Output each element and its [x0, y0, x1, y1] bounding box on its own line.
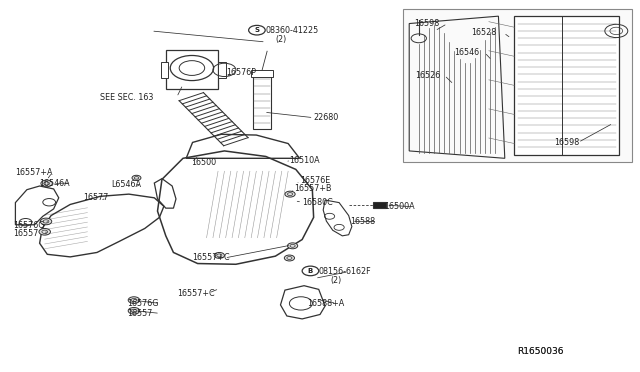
Text: 16576G: 16576G [13, 221, 44, 230]
Text: 16546A: 16546A [39, 179, 70, 187]
Text: 16598: 16598 [554, 138, 580, 147]
Text: 16576E: 16576E [300, 176, 330, 185]
Text: 08360-41225: 08360-41225 [266, 26, 319, 35]
Text: (2): (2) [331, 276, 342, 285]
Text: 16510A: 16510A [289, 155, 320, 165]
Text: 16557+C: 16557+C [177, 289, 215, 298]
Bar [161, 62, 168, 78]
Text: 16580C: 16580C [302, 198, 333, 207]
Circle shape [287, 243, 298, 249]
Text: SEE SEC. 163: SEE SEC. 163 [100, 93, 154, 102]
Bar [403, 9, 632, 162]
Bar [253, 73, 271, 129]
Text: L6546A: L6546A [111, 180, 141, 189]
Text: 16557+A: 16557+A [15, 168, 53, 177]
Text: 16526: 16526 [415, 71, 441, 80]
Text: 16528: 16528 [471, 28, 496, 37]
Text: 16598: 16598 [413, 19, 439, 28]
Text: (2): (2) [275, 35, 287, 44]
Text: 16500: 16500 [191, 158, 216, 167]
Text: 16577: 16577 [83, 193, 108, 202]
Text: 16557+C: 16557+C [192, 253, 230, 263]
Bar [166, 51, 218, 89]
Text: 16546: 16546 [454, 48, 479, 57]
Text: 22680: 22680 [314, 113, 339, 122]
Text: 16557: 16557 [127, 309, 152, 318]
Circle shape [128, 297, 140, 304]
Text: R1650036: R1650036 [518, 347, 564, 356]
Text: 16576P: 16576P [227, 68, 257, 77]
Bar [373, 202, 386, 208]
Text: 16588: 16588 [351, 217, 376, 226]
Text: S: S [255, 27, 259, 33]
Circle shape [39, 228, 51, 235]
Text: 16588+A: 16588+A [307, 299, 344, 308]
Text: 16557+B: 16557+B [294, 184, 332, 193]
Circle shape [40, 218, 52, 225]
Text: 16576G: 16576G [127, 299, 159, 308]
Text: 16557: 16557 [13, 230, 38, 238]
Circle shape [285, 191, 295, 197]
Text: R1650036: R1650036 [518, 347, 564, 356]
Circle shape [41, 180, 52, 187]
Circle shape [214, 253, 225, 259]
Bar [250, 70, 273, 77]
Text: B: B [308, 268, 313, 274]
Circle shape [132, 175, 141, 180]
Bar [218, 62, 226, 78]
Circle shape [284, 255, 294, 261]
Circle shape [128, 308, 140, 314]
Text: 08156-6162F: 08156-6162F [318, 267, 371, 276]
Bar [515, 16, 620, 155]
Text: 16500A: 16500A [385, 202, 415, 211]
